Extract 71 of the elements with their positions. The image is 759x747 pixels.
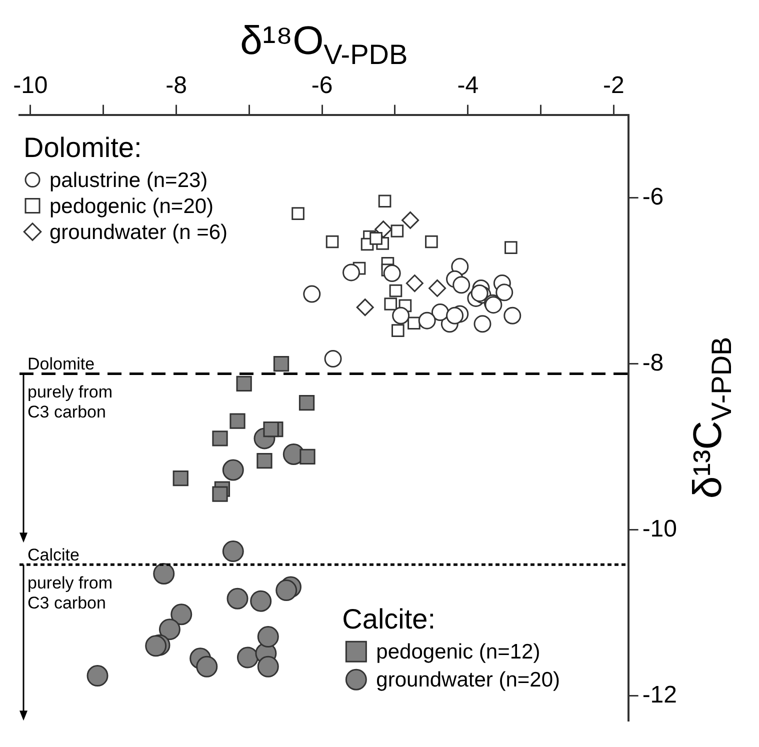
point (425, 235, 438, 248)
annotation: Dolomite: (24, 132, 142, 163)
x-tick-label: -8 (166, 72, 187, 100)
point (431, 304, 449, 322)
legend-label: pedogenic (n=12) (376, 640, 540, 664)
point (392, 306, 410, 324)
point (212, 486, 228, 502)
point (390, 224, 404, 238)
y-tick-label: -10 (642, 515, 677, 542)
annotation: Calcite: (342, 604, 436, 635)
y-axis-title: δ¹³CV-PDB (686, 336, 737, 499)
point (172, 470, 188, 486)
point (196, 656, 218, 678)
ref-line-label: Calcite purely from C3 carbon (28, 546, 113, 613)
legend-label: palustrine (n=23) (50, 168, 208, 192)
point (370, 232, 382, 245)
point (257, 626, 279, 648)
point (236, 376, 252, 392)
point (263, 421, 279, 438)
point (496, 284, 514, 302)
point (222, 540, 244, 562)
point (170, 604, 192, 626)
point (504, 241, 518, 254)
x-tick-label: -6 (311, 72, 333, 100)
x-tick-label: -2 (603, 72, 624, 100)
point (470, 284, 488, 302)
point (303, 285, 321, 303)
point (384, 298, 398, 310)
y-tick-label: -12 (642, 681, 677, 708)
point (250, 590, 272, 612)
point (256, 453, 272, 469)
y-tick-label: -6 (642, 183, 664, 210)
point (378, 194, 392, 208)
x-tick-label: -4 (457, 72, 479, 100)
legend-label: pedogenic (n=20) (50, 194, 214, 218)
point (406, 274, 424, 292)
point (446, 306, 464, 324)
point (86, 665, 108, 687)
point (392, 324, 404, 337)
y-tick-label: -8 (642, 349, 664, 376)
point (418, 312, 436, 330)
point (298, 394, 315, 411)
legend-label: groundwater (n =6) (50, 220, 228, 244)
point (324, 350, 342, 368)
point (428, 279, 446, 297)
point (222, 459, 244, 481)
point (374, 220, 392, 238)
point (153, 562, 175, 584)
point (452, 276, 470, 294)
point (273, 356, 290, 372)
point (356, 298, 374, 316)
point (326, 235, 339, 248)
point (300, 448, 316, 465)
point (276, 580, 298, 602)
point (389, 284, 402, 298)
ref-line-label: Dolomite purely from C3 carbon (28, 354, 113, 422)
point (158, 618, 180, 640)
point (383, 264, 401, 282)
x-tick-label: -10 (13, 72, 48, 100)
legend-label: groundwater (n=20) (376, 668, 560, 692)
point (226, 588, 248, 610)
point (236, 646, 258, 668)
point (474, 315, 492, 333)
point (292, 207, 304, 220)
point (230, 413, 246, 429)
point (342, 264, 360, 282)
point (145, 635, 167, 657)
point (212, 430, 228, 446)
point (504, 306, 522, 324)
point (402, 211, 420, 229)
point (257, 656, 279, 678)
